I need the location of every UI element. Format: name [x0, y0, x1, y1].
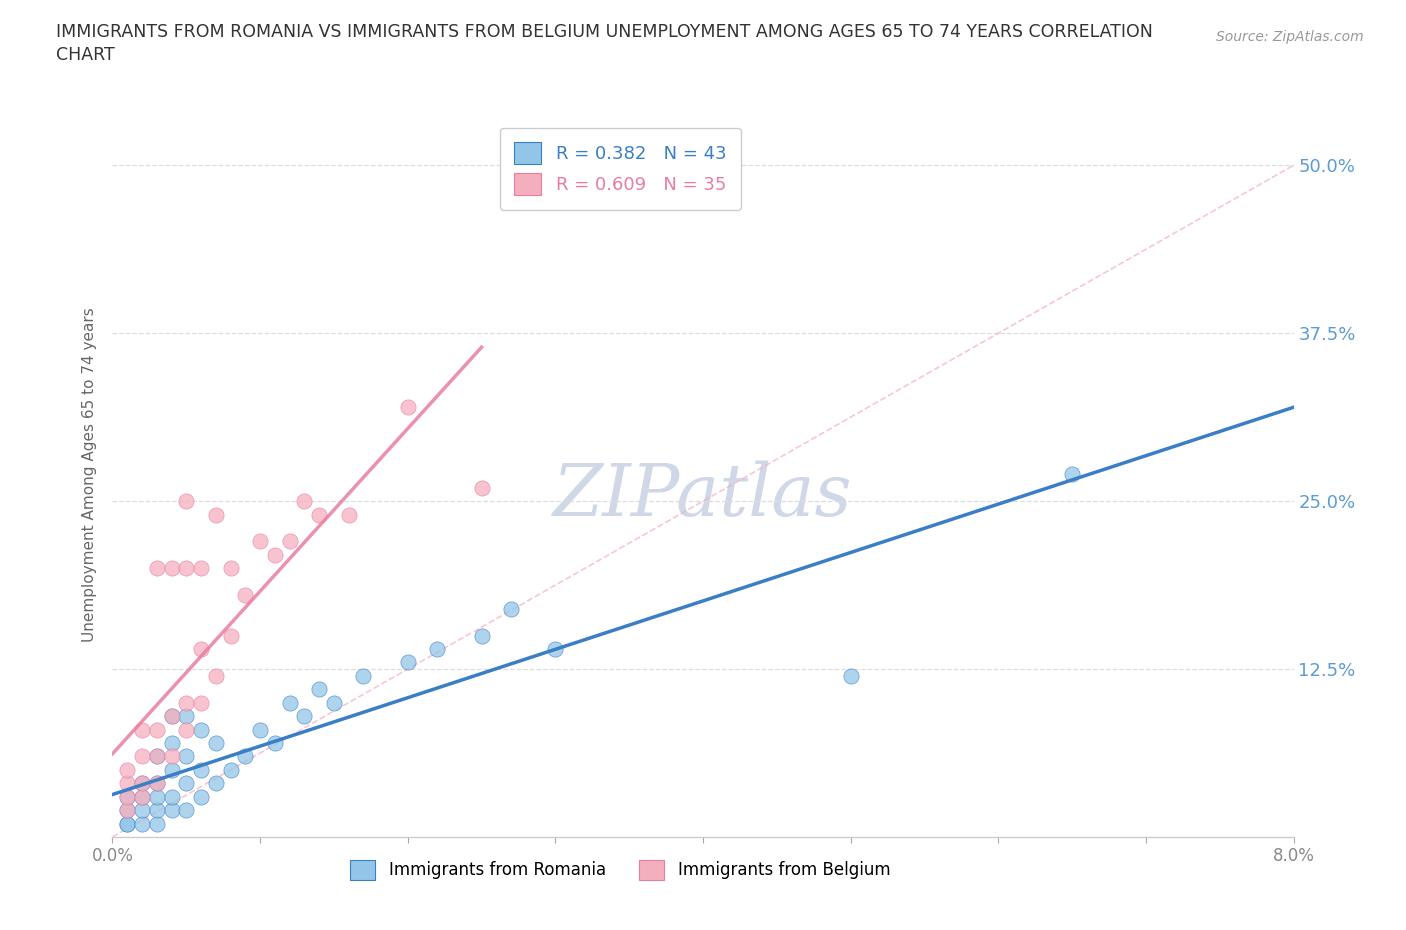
Point: [174, 561, 197, 576]
Point: [190, 696, 212, 711]
Text: ZIPatlas: ZIPatlas: [553, 460, 853, 531]
Point: [117, 763, 138, 777]
Point: [233, 588, 256, 603]
Point: [308, 507, 330, 522]
Point: [501, 601, 523, 616]
Point: [160, 790, 183, 804]
Point: [396, 400, 419, 415]
Point: [174, 749, 197, 764]
Point: [146, 776, 169, 790]
Point: [1062, 467, 1084, 482]
Point: [160, 749, 183, 764]
Point: [174, 722, 197, 737]
Point: [160, 736, 183, 751]
Point: [146, 722, 169, 737]
Point: [117, 817, 138, 831]
Point: [174, 494, 197, 509]
Point: [146, 790, 169, 804]
Point: [396, 655, 419, 670]
Point: [160, 763, 183, 777]
Point: [146, 803, 169, 817]
Point: [337, 507, 360, 522]
Y-axis label: Unemployment Among Ages 65 to 74 years: Unemployment Among Ages 65 to 74 years: [82, 307, 97, 642]
Point: [249, 534, 271, 549]
Point: [131, 749, 153, 764]
Point: [292, 709, 315, 724]
Point: [160, 709, 183, 724]
Point: [117, 776, 138, 790]
Point: [131, 790, 153, 804]
Point: [117, 790, 138, 804]
Point: [249, 722, 271, 737]
Point: [233, 749, 256, 764]
Point: [278, 534, 301, 549]
Point: [278, 696, 301, 711]
Point: [131, 722, 153, 737]
Point: [117, 803, 138, 817]
Point: [839, 669, 862, 684]
Point: [205, 507, 228, 522]
Point: [146, 561, 169, 576]
Point: [544, 642, 567, 657]
Point: [174, 696, 197, 711]
Point: [160, 709, 183, 724]
Point: [264, 548, 287, 563]
Point: [174, 803, 197, 817]
Point: [160, 561, 183, 576]
Point: [160, 803, 183, 817]
Point: [308, 682, 330, 697]
Point: [131, 776, 153, 790]
Point: [146, 817, 169, 831]
Text: CHART: CHART: [56, 46, 115, 64]
Text: Source: ZipAtlas.com: Source: ZipAtlas.com: [1216, 30, 1364, 44]
Point: [471, 628, 494, 643]
Point: [471, 480, 494, 495]
Point: [146, 749, 169, 764]
Point: [323, 696, 346, 711]
Point: [146, 776, 169, 790]
Point: [131, 817, 153, 831]
Point: [174, 709, 197, 724]
Point: [219, 628, 242, 643]
Point: [219, 561, 242, 576]
Point: [190, 722, 212, 737]
Point: [292, 494, 315, 509]
Point: [131, 776, 153, 790]
Point: [205, 669, 228, 684]
Point: [426, 642, 449, 657]
Point: [131, 790, 153, 804]
Point: [131, 803, 153, 817]
Point: [264, 736, 287, 751]
Point: [190, 763, 212, 777]
Point: [190, 561, 212, 576]
Point: [219, 763, 242, 777]
Text: IMMIGRANTS FROM ROMANIA VS IMMIGRANTS FROM BELGIUM UNEMPLOYMENT AMONG AGES 65 TO: IMMIGRANTS FROM ROMANIA VS IMMIGRANTS FR…: [56, 23, 1153, 41]
Point: [190, 790, 212, 804]
Point: [117, 790, 138, 804]
Point: [174, 776, 197, 790]
Legend: Immigrants from Romania, Immigrants from Belgium: Immigrants from Romania, Immigrants from…: [344, 853, 897, 886]
Point: [190, 642, 212, 657]
Point: [205, 736, 228, 751]
Point: [352, 669, 374, 684]
Point: [146, 749, 169, 764]
Point: [117, 803, 138, 817]
Point: [117, 817, 138, 831]
Point: [205, 776, 228, 790]
